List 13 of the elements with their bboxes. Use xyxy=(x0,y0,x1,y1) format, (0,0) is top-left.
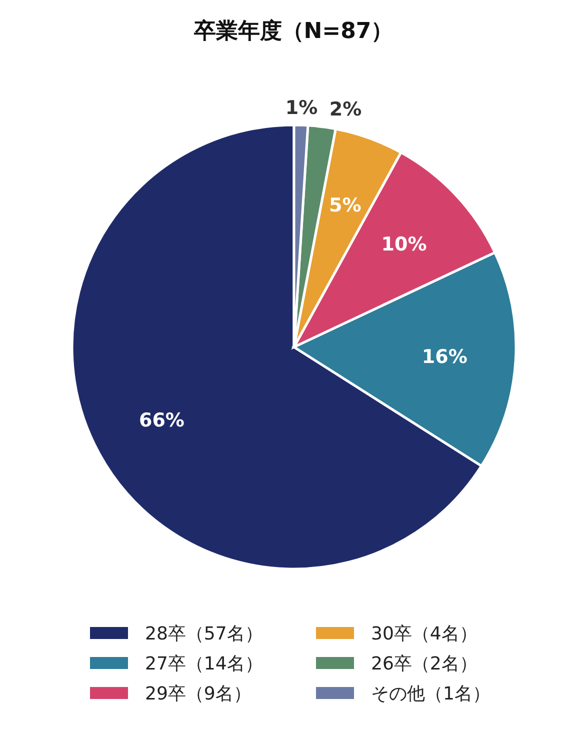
legend-label: 30卒（4名） xyxy=(371,623,478,644)
legend-label: 29卒（9名） xyxy=(145,683,252,704)
legend-label: 27卒（14名） xyxy=(145,653,263,674)
data-label: 10% xyxy=(381,233,427,256)
data-label: 66% xyxy=(138,409,184,432)
legend-label: その他（1名） xyxy=(371,683,490,704)
data-label: 16% xyxy=(422,346,468,368)
data-label: 5% xyxy=(329,194,362,217)
data-label: 2% xyxy=(329,98,362,121)
legend-label: 28卒（57名） xyxy=(145,623,263,644)
chart-title: 卒業年度（N=87） xyxy=(192,18,394,44)
data-label: 1% xyxy=(285,96,318,119)
legend-label: 26卒（2名） xyxy=(371,653,478,674)
